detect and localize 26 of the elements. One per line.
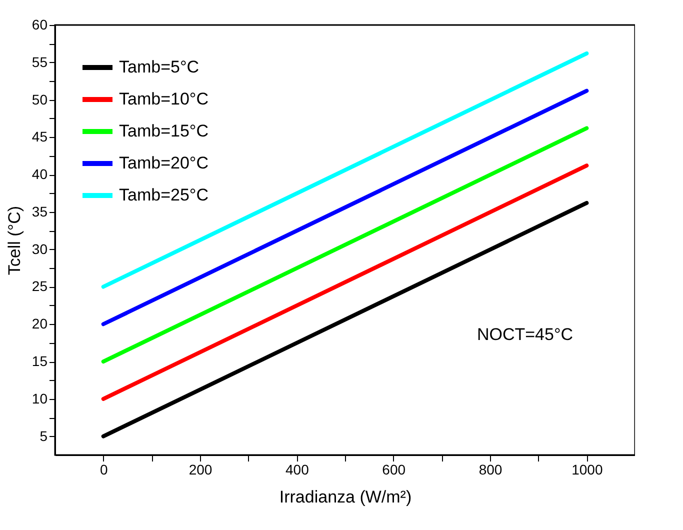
x-axis-title: Irradianza (W/m²) <box>279 488 412 506</box>
y-tick-label: 60 <box>32 16 48 32</box>
legend-label: Tamb=15°C <box>119 122 208 140</box>
y-tick-label: 15 <box>32 353 48 370</box>
y-tick-label: 35 <box>32 203 48 220</box>
y-tick-label: 45 <box>32 128 48 145</box>
x-tick-label: 800 <box>478 462 502 478</box>
y-tick-label: 50 <box>32 91 48 108</box>
legend-label: Tamb=10°C <box>119 90 208 108</box>
y-tick-label: 40 <box>32 166 48 182</box>
x-tick-label: 0 <box>100 462 108 478</box>
legend-label: Tamb=20°C <box>119 154 208 172</box>
legend-label: Tamb=5°C <box>119 58 200 76</box>
y-tick-label: 20 <box>32 316 48 332</box>
annotation: NOCT=45°C <box>476 325 574 344</box>
x-tick-label: 400 <box>285 462 310 478</box>
x-tick-label: 200 <box>188 462 212 478</box>
y-axis-title: Tcell (°C) <box>4 206 24 276</box>
x-tick-label: 1000 <box>572 462 603 478</box>
y-tick-label: 10 <box>32 390 48 406</box>
x-tick-label: 600 <box>382 462 406 478</box>
y-tick-label: 30 <box>32 240 48 257</box>
y-tick-label: 55 <box>32 54 48 70</box>
legend-label: Tamb=25°C <box>119 186 208 204</box>
y-tick-label: 5 <box>40 428 48 444</box>
y-tick-label: 25 <box>32 278 48 294</box>
